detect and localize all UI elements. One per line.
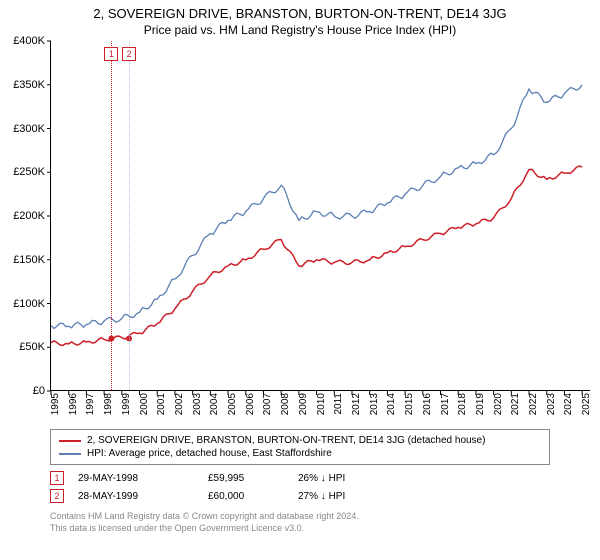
y-tick-label: £350K — [13, 79, 45, 91]
x-tick-label: 2021 — [510, 393, 521, 415]
y-tick-label: £250K — [13, 166, 45, 178]
y-tick-label: £50K — [19, 341, 45, 353]
x-tick-label: 2010 — [316, 393, 327, 415]
sale-price: £60,000 — [208, 491, 298, 502]
y-tick-label: £200K — [13, 210, 45, 222]
x-tick-label: 1997 — [85, 393, 96, 415]
footnote-line1: Contains HM Land Registry data © Crown c… — [50, 511, 550, 523]
x-tick-label: 1995 — [50, 393, 61, 415]
plot-region: 12 — [50, 41, 590, 391]
sale-vline — [129, 41, 130, 390]
legend-swatch — [59, 440, 81, 442]
chart-area: 12 £0£50K£100K£150K£200K£250K£300K£350K£… — [50, 41, 590, 391]
y-tick-label: £150K — [13, 254, 45, 266]
x-tick-label: 1996 — [68, 393, 79, 415]
sale-marker-2: 2 — [122, 47, 136, 61]
sale-date: 29-MAY-1998 — [78, 473, 208, 484]
sale-price: £59,995 — [208, 473, 298, 484]
x-tick-label: 2019 — [475, 393, 486, 415]
x-tick-label: 2008 — [280, 393, 291, 415]
x-tick-label: 2004 — [209, 393, 220, 415]
x-tick-label: 2023 — [546, 393, 557, 415]
sale-delta: 26% ↓ HPI — [298, 473, 345, 484]
sale-date: 28-MAY-1999 — [78, 491, 208, 502]
x-tick-label: 2007 — [262, 393, 273, 415]
chart-container: 2, SOVEREIGN DRIVE, BRANSTON, BURTON-ON-… — [0, 0, 600, 560]
sale-row: 2 28-MAY-1999£60,00027% ↓ HPI — [50, 487, 550, 505]
x-tick-label: 2000 — [139, 393, 150, 415]
x-tick-label: 2016 — [422, 393, 433, 415]
legend-item: HPI: Average price, detached house, East… — [59, 447, 541, 460]
x-tick-label: 1999 — [121, 393, 132, 415]
x-tick-label: 2018 — [457, 393, 468, 415]
x-tick-label: 1998 — [103, 393, 114, 415]
x-tick-label: 2025 — [581, 393, 592, 415]
y-tick-label: £0 — [33, 385, 45, 397]
footnote: Contains HM Land Registry data © Crown c… — [50, 511, 550, 534]
sale-marker-1: 1 — [104, 47, 118, 61]
series-hpi — [51, 85, 582, 329]
x-tick-label: 2003 — [192, 393, 203, 415]
y-tick-label: £400K — [13, 35, 45, 47]
legend: 2, SOVEREIGN DRIVE, BRANSTON, BURTON-ON-… — [50, 429, 550, 465]
chart-title: 2, SOVEREIGN DRIVE, BRANSTON, BURTON-ON-… — [0, 0, 600, 21]
x-tick-label: 2014 — [386, 393, 397, 415]
y-tick-label: £100K — [13, 298, 45, 310]
sale-row: 1 29-MAY-1998£59,99526% ↓ HPI — [50, 469, 550, 487]
legend-item: 2, SOVEREIGN DRIVE, BRANSTON, BURTON-ON-… — [59, 434, 541, 447]
y-tick-label: £300K — [13, 123, 45, 135]
sale-vline — [111, 41, 112, 390]
x-tick-label: 2022 — [528, 393, 539, 415]
plot-svg — [51, 41, 591, 391]
x-tick-label: 2001 — [156, 393, 167, 415]
x-tick-label: 2002 — [174, 393, 185, 415]
x-tick-label: 2013 — [369, 393, 380, 415]
legend-swatch — [59, 453, 81, 455]
chart-subtitle: Price paid vs. HM Land Registry's House … — [0, 21, 600, 41]
series-price_paid — [51, 166, 582, 345]
x-tick-label: 2012 — [351, 393, 362, 415]
sale-row-marker: 2 — [50, 489, 64, 503]
x-tick-label: 2017 — [440, 393, 451, 415]
sale-row-marker: 1 — [50, 471, 64, 485]
x-tick-label: 2011 — [333, 393, 344, 415]
x-tick-label: 2024 — [563, 393, 574, 415]
sales-table: 1 29-MAY-1998£59,99526% ↓ HPI 2 28-MAY-1999… — [50, 469, 550, 505]
x-tick-label: 2005 — [227, 393, 238, 415]
legend-label: 2, SOVEREIGN DRIVE, BRANSTON, BURTON-ON-… — [87, 435, 485, 446]
x-tick-label: 2015 — [404, 393, 415, 415]
x-tick-label: 2020 — [493, 393, 504, 415]
x-tick-label: 2009 — [298, 393, 309, 415]
footnote-line2: This data is licensed under the Open Gov… — [50, 523, 550, 535]
sale-delta: 27% ↓ HPI — [298, 491, 345, 502]
x-tick-label: 2006 — [245, 393, 256, 415]
legend-label: HPI: Average price, detached house, East… — [87, 448, 332, 459]
